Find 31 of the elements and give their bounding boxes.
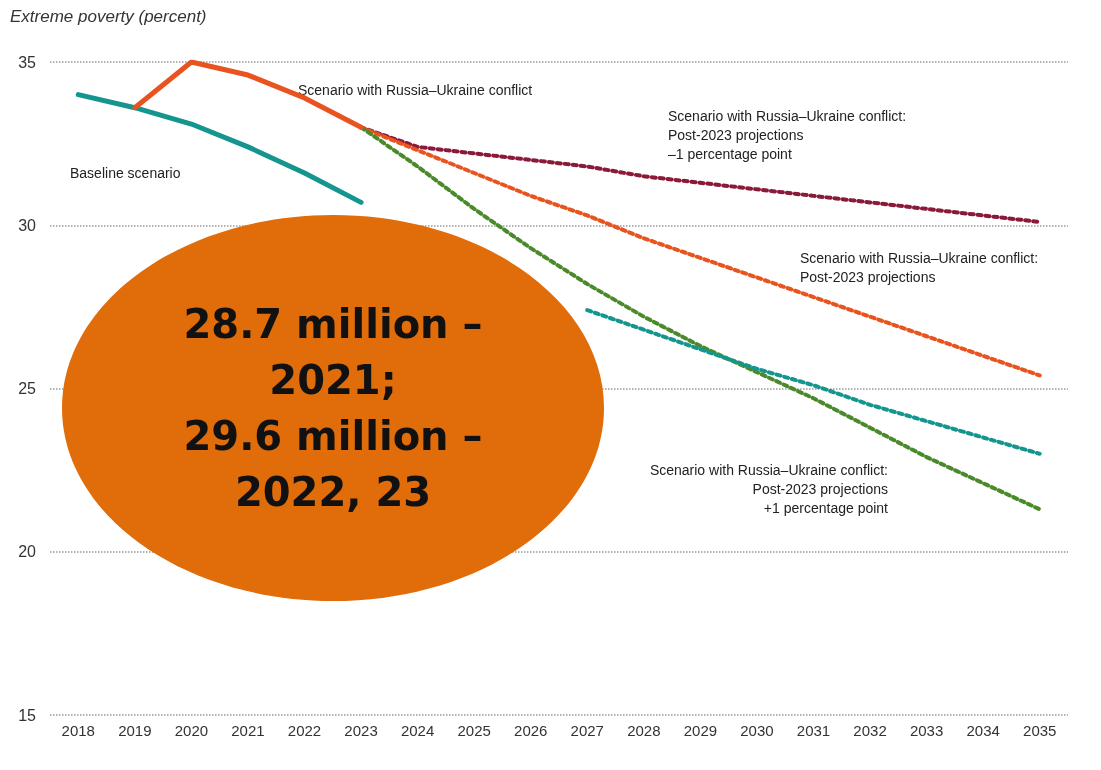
x-tick-label: 2022 xyxy=(287,722,322,739)
x-tick-label: 2027 xyxy=(570,722,604,739)
x-tick-label: 2029 xyxy=(683,722,718,739)
x-tick-label: 2030 xyxy=(740,722,774,739)
x-tick-label: 2031 xyxy=(796,722,831,739)
x-tick-label: 2020 xyxy=(174,722,209,739)
annotation: Scenario with Russia–Ukraine conflict: Post-2023 projections +1 percentage point xyxy=(649,461,889,516)
x-tick-label: 2019 xyxy=(118,722,152,739)
x-tick-label: 2035 xyxy=(1023,722,1057,739)
y-tick-label: 15 xyxy=(18,706,37,724)
x-tick-label: 2032 xyxy=(853,722,887,739)
x-tick-label: 2023 xyxy=(344,722,378,739)
x-tick-label: 2021 xyxy=(231,722,265,739)
x-tick-label: 2024 xyxy=(400,722,435,739)
y-axis-title: Extreme poverty (percent) xyxy=(10,7,207,26)
x-tick-label: 2034 xyxy=(966,722,1000,739)
annotation: Scenario with Russia–Ukraine conflict: Post-2023 projections –1 percentage point xyxy=(668,107,907,162)
y-tick-label: 25 xyxy=(18,380,37,397)
y-tick-label: 35 xyxy=(18,53,37,71)
x-tick-label: 2026 xyxy=(514,722,548,739)
annotation: 28.7 million – 2021; 29.6 million – 2022, 23 xyxy=(183,301,483,515)
x-tick-label: 2025 xyxy=(457,722,491,739)
line-series xyxy=(585,308,1042,456)
x-tick-label: 2018 xyxy=(61,722,95,739)
annotation: Baseline scenario xyxy=(70,164,181,181)
annotation: Scenario with Russia–Ukraine conflict xyxy=(298,81,533,98)
x-tick-label: 2033 xyxy=(909,722,944,739)
y-tick-label: 20 xyxy=(18,543,37,561)
y-tick-label: 30 xyxy=(18,216,37,234)
x-tick-label: 2028 xyxy=(627,722,661,739)
annotation: Scenario with Russia–Ukraine conflict: Post-2023 projections xyxy=(800,249,1039,285)
